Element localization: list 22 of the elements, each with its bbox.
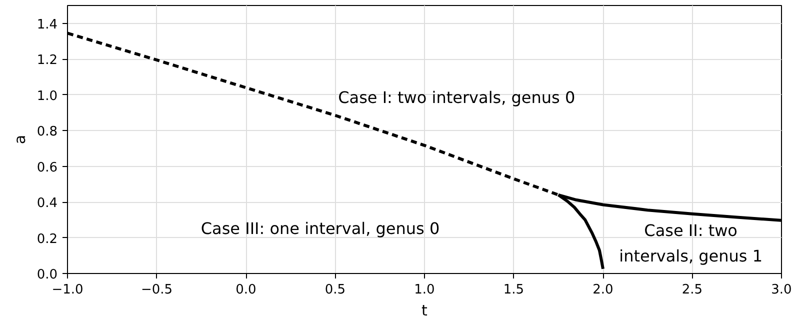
x-tick-label: −0.5 — [140, 282, 173, 298]
y-tick-label: 1.2 — [36, 53, 58, 68]
y-tick-label: 0.4 — [36, 196, 58, 212]
y-axis-title: a — [10, 134, 29, 144]
y-tick-label: 0.6 — [36, 160, 58, 176]
y-tick-label: 0.8 — [36, 124, 58, 140]
x-axis-title: t — [422, 302, 428, 320]
x-tick-label: 0.5 — [324, 282, 346, 298]
annotation: Case II: two intervals, genus 1 — [619, 220, 763, 266]
annotation: Case III: one interval, genus 0 — [200, 218, 440, 238]
x-tick-label: 3.0 — [771, 282, 792, 298]
x-tick-label: 2.0 — [592, 282, 614, 298]
x-tick-label: 2.5 — [682, 282, 703, 298]
annotation: Case I: two intervals, genus 0 — [338, 88, 576, 107]
x-tick-label: 0.0 — [236, 282, 256, 298]
y-tick-label: 1.0 — [36, 88, 58, 104]
x-tick-label: −1.0 — [52, 282, 84, 298]
x-tick-label: 1.0 — [414, 282, 435, 298]
y-tick-label: 0.0 — [36, 268, 58, 282]
y-tick-label: 1.4 — [36, 17, 58, 32]
x-tick-label: 1.5 — [503, 282, 524, 298]
y-tick-label: 0.2 — [36, 232, 58, 247]
